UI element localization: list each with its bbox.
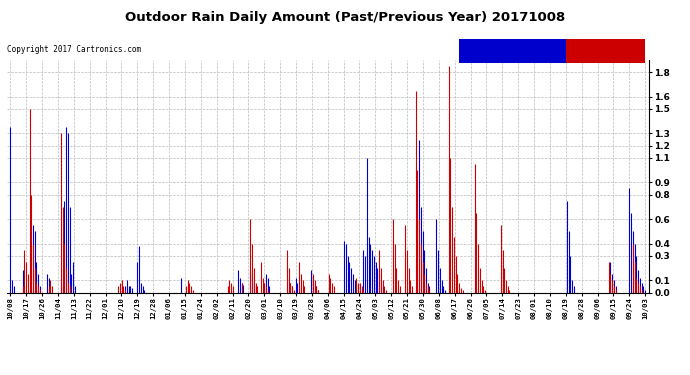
Text: Outdoor Rain Daily Amount (Past/Previous Year) 20171008: Outdoor Rain Daily Amount (Past/Previous… xyxy=(125,11,565,24)
Text: Copyright 2017 Cartronics.com: Copyright 2017 Cartronics.com xyxy=(7,45,141,54)
Text: Past  (Inches): Past (Inches) xyxy=(571,46,640,56)
Text: Previous  (Inches): Previous (Inches) xyxy=(469,46,556,56)
